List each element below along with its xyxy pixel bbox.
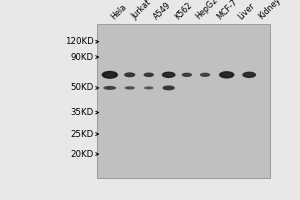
Ellipse shape — [103, 86, 116, 90]
Text: 120KD: 120KD — [64, 37, 93, 46]
Ellipse shape — [162, 85, 175, 90]
FancyBboxPatch shape — [97, 24, 270, 178]
Text: 25KD: 25KD — [70, 130, 93, 139]
Ellipse shape — [245, 74, 254, 76]
Text: A549: A549 — [152, 0, 173, 21]
Text: 35KD: 35KD — [70, 108, 93, 117]
Ellipse shape — [102, 71, 118, 79]
Ellipse shape — [146, 87, 152, 88]
Ellipse shape — [144, 73, 154, 77]
Ellipse shape — [124, 72, 135, 77]
Ellipse shape — [164, 74, 173, 76]
Text: Kidney: Kidney — [257, 0, 283, 21]
Text: MCF-7: MCF-7 — [215, 0, 239, 21]
Text: 50KD: 50KD — [70, 83, 93, 92]
Ellipse shape — [144, 86, 154, 89]
Ellipse shape — [219, 71, 235, 79]
Ellipse shape — [127, 87, 133, 89]
Text: 90KD: 90KD — [70, 53, 93, 62]
Ellipse shape — [202, 74, 208, 76]
Ellipse shape — [124, 86, 135, 90]
Ellipse shape — [105, 73, 115, 76]
Ellipse shape — [106, 87, 114, 89]
Text: HepG2: HepG2 — [194, 0, 220, 21]
Text: Jurkat: Jurkat — [130, 0, 154, 21]
Ellipse shape — [200, 73, 210, 77]
Text: 20KD: 20KD — [70, 150, 93, 159]
Ellipse shape — [222, 74, 231, 76]
Ellipse shape — [162, 72, 176, 78]
Text: Hela: Hela — [110, 2, 129, 21]
Ellipse shape — [184, 74, 190, 76]
Ellipse shape — [182, 73, 192, 77]
Ellipse shape — [242, 72, 256, 78]
Ellipse shape — [165, 87, 172, 89]
Text: Liver: Liver — [236, 1, 256, 21]
Ellipse shape — [146, 74, 152, 76]
Ellipse shape — [126, 74, 133, 76]
Text: K562: K562 — [173, 0, 194, 21]
